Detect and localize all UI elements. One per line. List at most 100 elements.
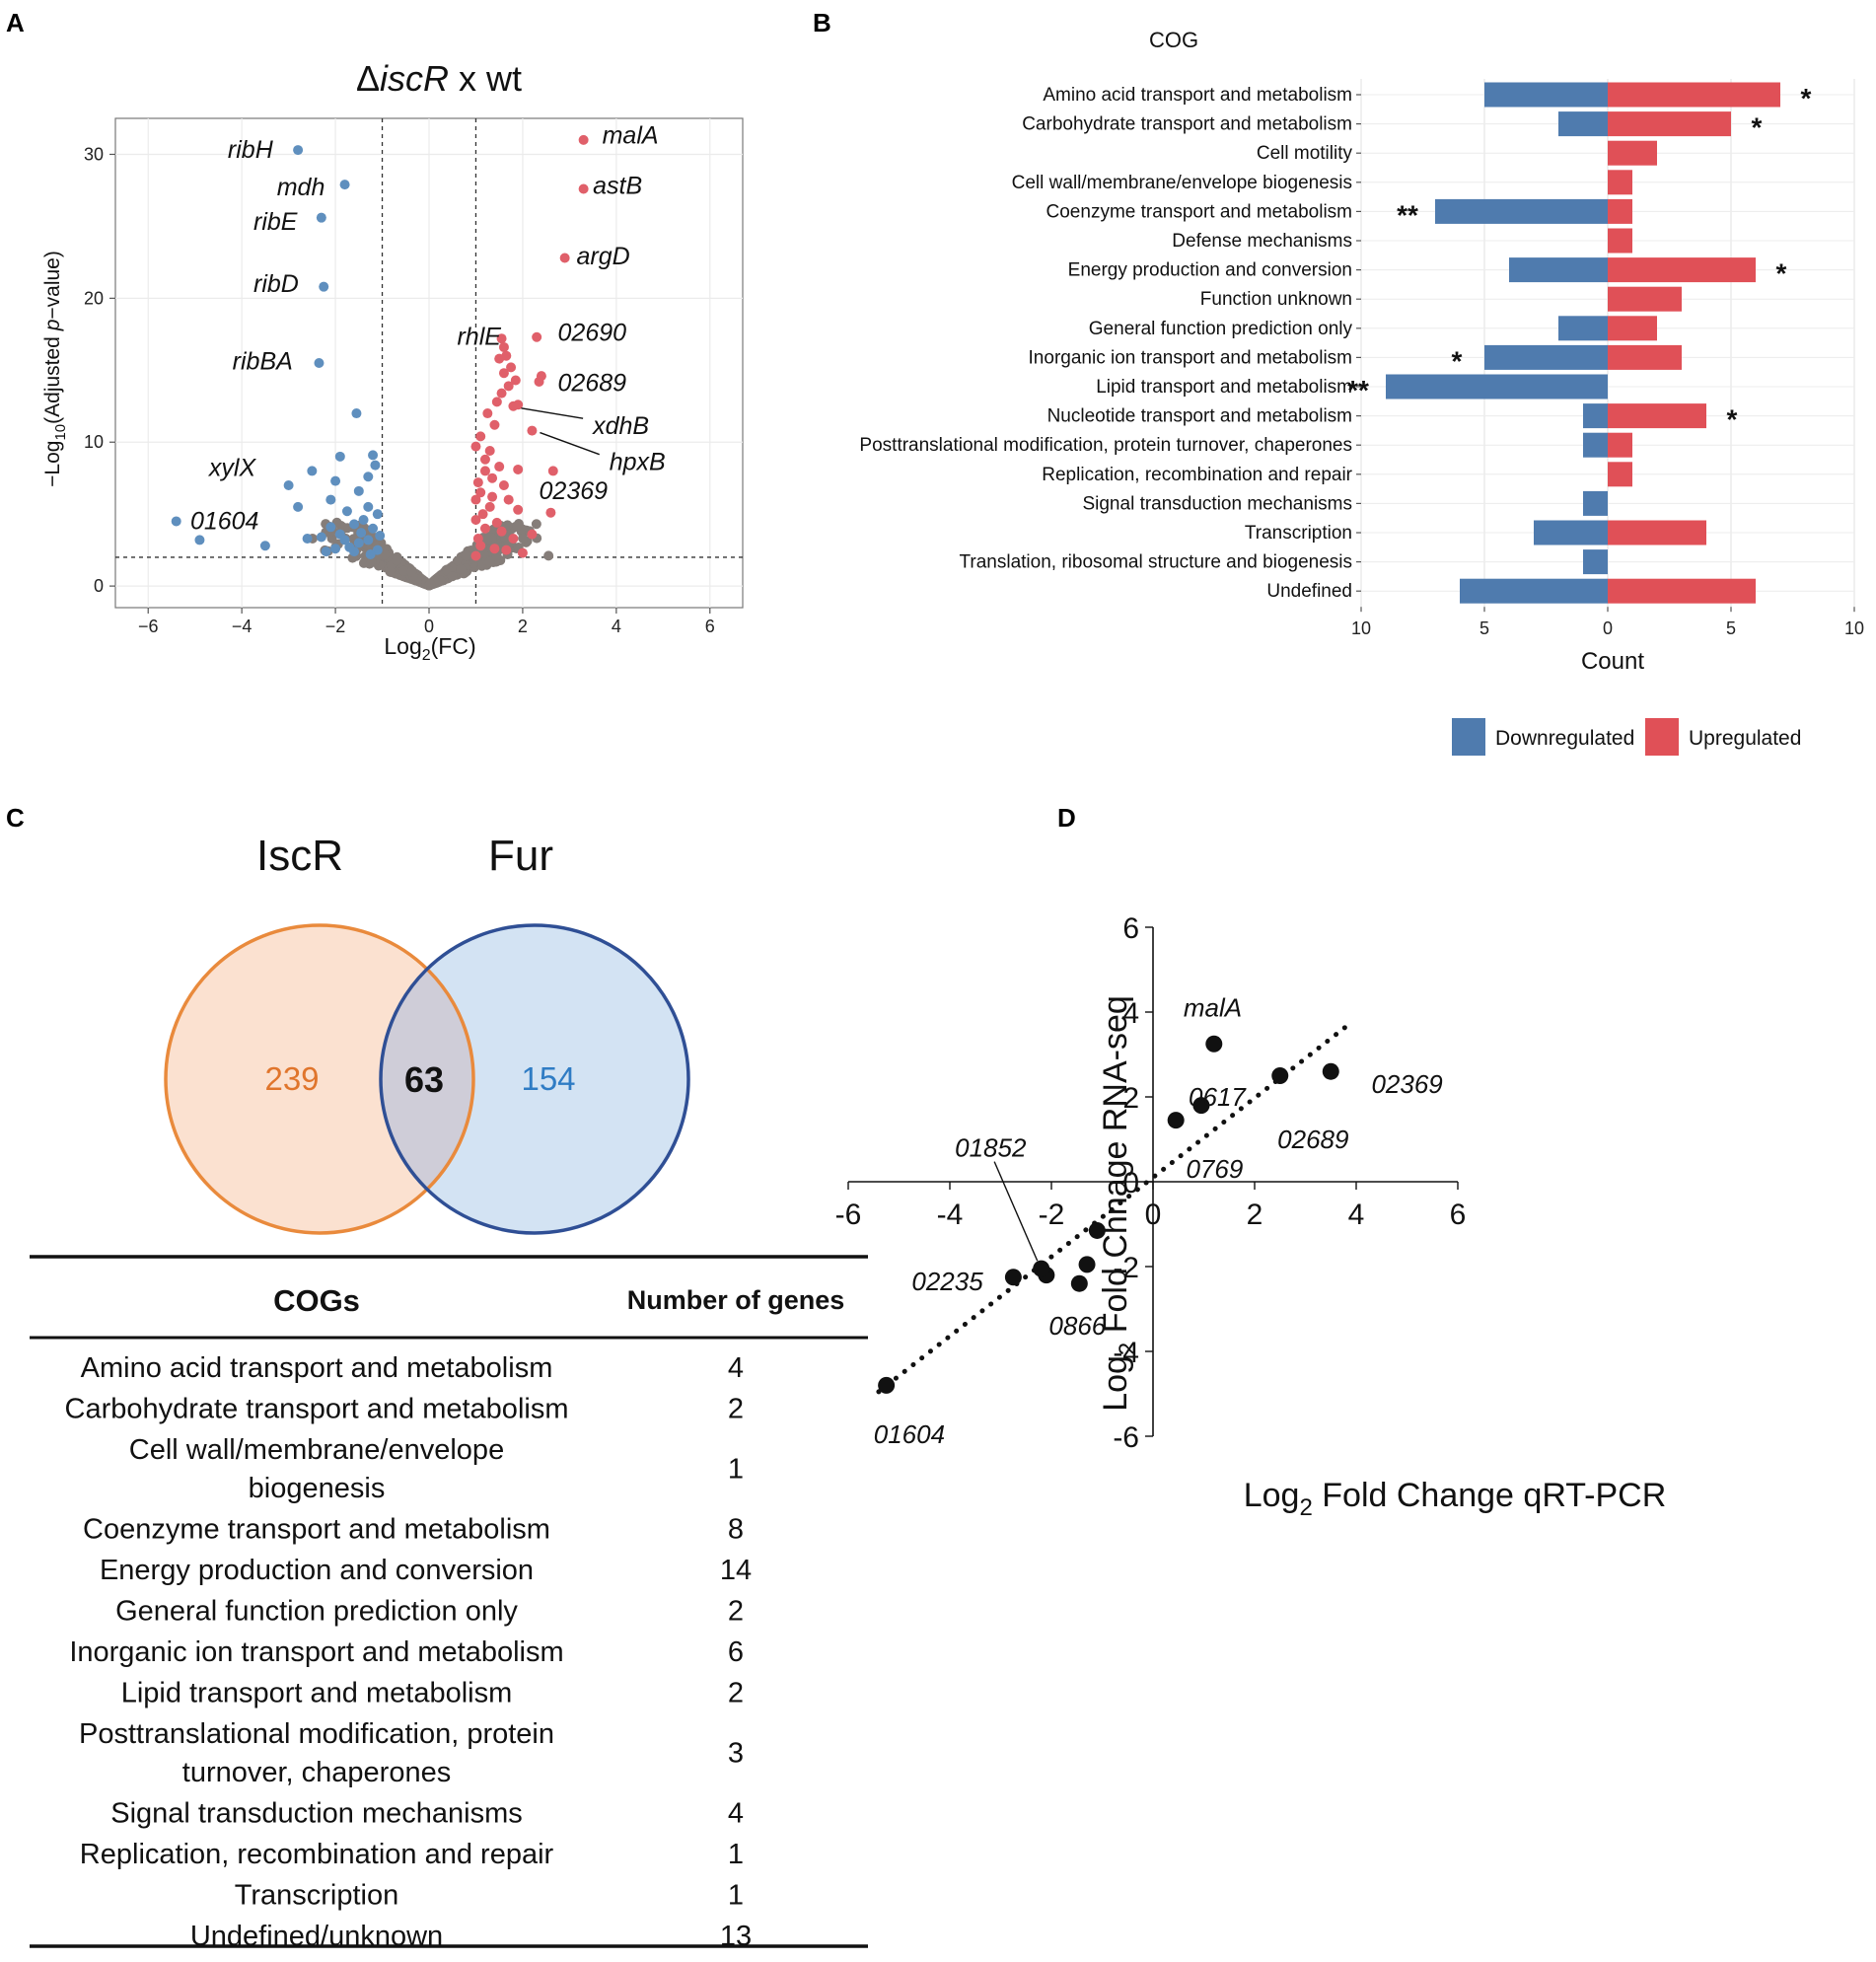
volcano-gene-label: xdhB	[592, 412, 649, 440]
cog-category-label: Transcription	[1245, 523, 1352, 544]
volcano-x-tick-label: 2	[518, 617, 528, 636]
validation-y-tick-label: -2	[1113, 1252, 1139, 1284]
cog-x-tick-label: 10	[1351, 618, 1371, 638]
cog-x-tick-label: 0	[1603, 618, 1613, 638]
validation-y-tick-label: 6	[1122, 912, 1139, 945]
volcano-gene-label: 02690	[558, 319, 627, 346]
validation-x-tick-label: -2	[1039, 1199, 1065, 1231]
volcano-point-down	[368, 523, 379, 534]
cog-category-label: Lipid transport and metabolism	[1096, 377, 1352, 398]
volcano-point-down	[363, 501, 374, 512]
volcano-point-labeled	[532, 331, 542, 342]
cog-bar-downregulated	[1509, 257, 1608, 283]
volcano-gene-label: ribE	[253, 208, 298, 236]
volcano-point-down	[330, 475, 341, 486]
cog-bar-upregulated	[1608, 111, 1731, 137]
validation-point	[1033, 1260, 1050, 1277]
volcano-point-up	[527, 529, 538, 540]
table-cog-name: Energy production and conversion	[100, 1555, 534, 1586]
volcano-point-down	[358, 515, 369, 526]
panel-label-a: A	[6, 8, 25, 37]
table-cog-name: Amino acid transport and metabolism	[81, 1352, 553, 1384]
volcano-point-ns	[385, 566, 396, 577]
volcano-x-tick-label: 0	[424, 617, 434, 636]
volcano-x-axis-label: Log2(FC)	[384, 633, 475, 664]
validation-point-label: 0617	[1189, 1082, 1247, 1112]
cog-x-tick-label: 10	[1844, 618, 1864, 638]
table-gene-count: 2	[728, 1678, 744, 1709]
validation-point	[1205, 1035, 1223, 1053]
legend-label-downregulated: Downregulated	[1495, 727, 1634, 750]
venn-count-overlap: 63	[404, 1059, 444, 1100]
volcano-point-labeled	[578, 183, 589, 194]
validation-point-label: malA	[1184, 993, 1242, 1023]
volcano-point-down	[302, 533, 313, 544]
cog-bar-upregulated	[1608, 170, 1632, 195]
table-gene-count: 3	[728, 1738, 744, 1770]
volcano-gene-label: rhlE	[457, 324, 501, 351]
volcano-point-ns	[502, 520, 513, 531]
table-cog-name: biogenesis	[249, 1473, 386, 1504]
table-gene-count: 4	[728, 1798, 744, 1830]
cog-bar-downregulated	[1460, 578, 1608, 604]
cog-bar-downregulated	[1583, 490, 1608, 516]
volcano-point-up	[482, 408, 493, 419]
volcano-point-up	[477, 509, 488, 520]
table-gene-count: 2	[728, 1596, 744, 1628]
volcano-point-ns	[456, 563, 467, 574]
volcano-x-tick-label: 4	[612, 617, 621, 636]
volcano-point-up	[501, 545, 512, 555]
cog-bar-upregulated	[1608, 286, 1682, 312]
volcano-point-down	[363, 535, 374, 545]
cog-category-label: Carbohydrate transport and metabolism	[1022, 114, 1352, 135]
venn-circle-fur	[379, 923, 690, 1235]
cog-category-label: Inorganic ion transport and metabolism	[1029, 347, 1352, 368]
volcano-point-up	[491, 517, 502, 528]
volcano-point-up	[472, 533, 483, 544]
cog-category-label: Energy production and conversion	[1068, 260, 1352, 281]
venn-count-iscr-only: 239	[264, 1060, 319, 1097]
volcano-point-labeled	[307, 466, 318, 476]
table-cog-name: Transcription	[235, 1880, 399, 1912]
volcano-point-up	[484, 445, 495, 456]
volcano-gene-label: 02369	[540, 477, 609, 505]
cog-bar-downregulated	[1386, 374, 1608, 400]
volcano-leader-line	[540, 431, 600, 456]
validation-point	[1271, 1067, 1289, 1084]
table-gene-count: 1	[728, 1880, 744, 1912]
volcano-point-down	[341, 506, 352, 517]
volcano-point-down	[365, 549, 376, 560]
table-cog-name: Posttranslational modification, protein	[79, 1718, 554, 1750]
cog-significance-marker: **	[1347, 375, 1369, 405]
cog-bar-chart: COG Amino acid transport and metabolism C…	[859, 28, 1864, 756]
table-gene-count: 14	[720, 1555, 752, 1586]
table-cog-name: turnover, chaperones	[182, 1757, 451, 1788]
volcano-y-tick-label: 30	[84, 144, 104, 164]
table-cog-name: Carbohydrate transport and metabolism	[65, 1394, 569, 1425]
volcano-point-ns	[366, 556, 377, 567]
validation-y-tick-label: 4	[1122, 997, 1139, 1030]
cog-bar-downregulated	[1583, 432, 1608, 458]
cog-x-axis-label: Count	[1581, 648, 1644, 675]
validation-x-tick-label: 2	[1247, 1199, 1263, 1231]
validation-point	[1078, 1256, 1096, 1273]
table-gene-count: 4	[728, 1352, 744, 1384]
table-cog-name: Signal transduction mechanisms	[110, 1798, 522, 1830]
volcano-point-up	[498, 480, 509, 490]
volcano-point-down	[339, 535, 350, 545]
volcano-point-up	[489, 544, 500, 554]
cog-category-label: Cell wall/membrane/envelope biogenesis	[1012, 173, 1352, 193]
volcano-point-down	[356, 528, 367, 539]
volcano-point-down	[349, 519, 360, 530]
validation-point-label: 0866	[1048, 1311, 1106, 1341]
volcano-point-labeled	[496, 333, 507, 344]
volcano-point-down	[283, 480, 294, 490]
volcano-x-tick-label: −6	[138, 617, 159, 636]
venn-circle-iscr	[164, 923, 475, 1235]
cog-category-label: Replication, recombination and repair	[1042, 465, 1352, 485]
cog-significance-marker: *	[1452, 345, 1463, 376]
cog-bar-upregulated	[1608, 432, 1632, 458]
venn-count-fur-only: 154	[521, 1060, 575, 1097]
venn-label-iscr: IscR	[256, 832, 343, 880]
